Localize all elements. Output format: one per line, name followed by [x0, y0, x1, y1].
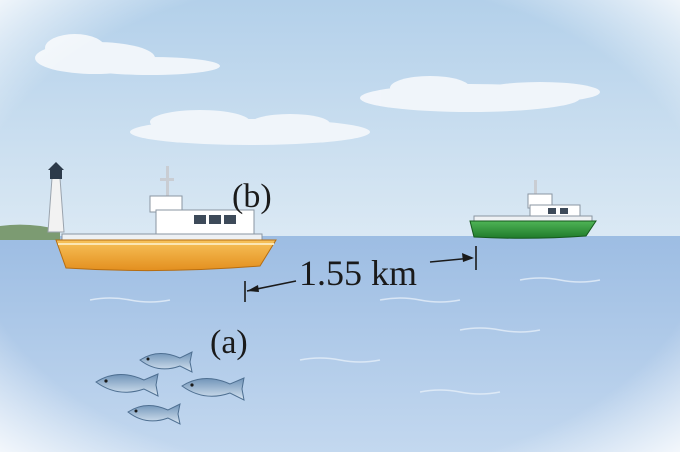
distance-label: 1.55 km	[299, 253, 418, 293]
point-b-label: (b)	[232, 178, 272, 215]
point-a-label: (a)	[210, 324, 248, 361]
